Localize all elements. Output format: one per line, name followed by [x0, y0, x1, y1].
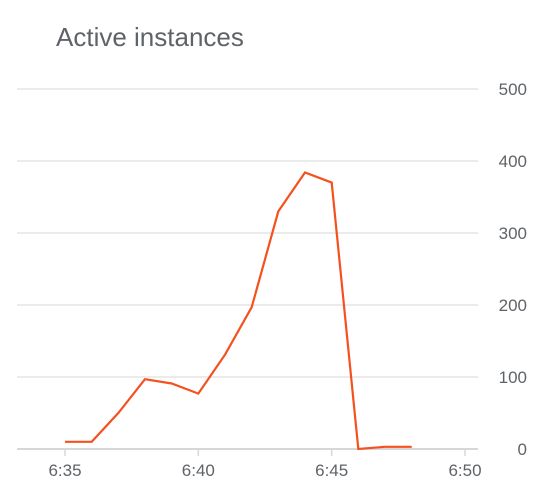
series-line-0 [65, 171, 412, 451]
grid-lines [17, 88, 478, 450]
y-tick-label: 200 [499, 296, 527, 315]
y-tick-label: 400 [499, 152, 527, 171]
y-tick-label: 100 [499, 368, 527, 387]
x-axis: 6:35 6:40 6:45 6:50 [48, 449, 482, 480]
chart-title: Active instances [56, 22, 244, 52]
x-tick-label: 6:50 [448, 461, 481, 480]
x-tick-label: 6:35 [48, 461, 81, 480]
x-tick-label: 6:45 [315, 461, 348, 480]
y-tick-label: 500 [499, 80, 527, 99]
y-tick-label: 0 [518, 440, 527, 459]
y-axis: 0 100 200 300 400 500 [499, 80, 527, 459]
y-tick-label: 300 [499, 224, 527, 243]
series-group [65, 171, 412, 451]
x-tick-label: 6:40 [182, 461, 215, 480]
